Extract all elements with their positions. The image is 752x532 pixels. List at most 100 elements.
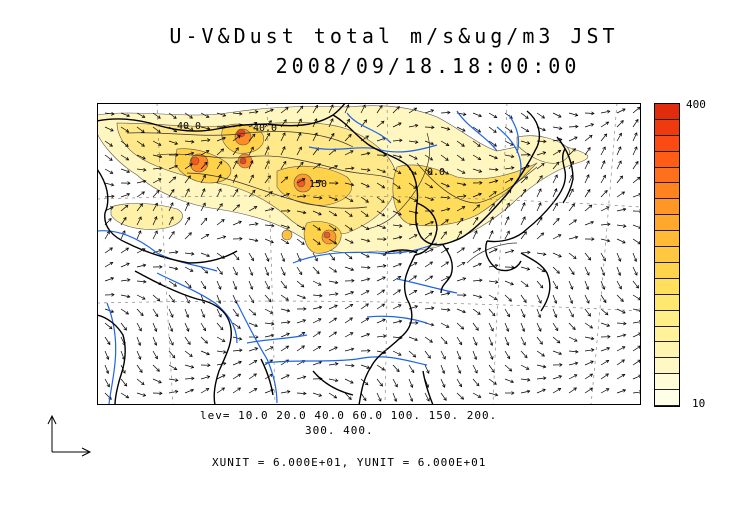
wind-arrow-head	[142, 156, 146, 160]
colorbar-segment	[655, 135, 679, 152]
wind-arrow-head	[110, 277, 115, 281]
wind-arrow-head	[317, 282, 322, 286]
wind-arrow	[344, 317, 353, 324]
wind-arrow-head	[477, 394, 482, 398]
wind-arrow-head	[365, 135, 370, 139]
wind-arrow-head	[301, 332, 306, 336]
wind-arrow	[312, 180, 322, 184]
wind-arrow-head	[298, 146, 302, 151]
wind-arrow-head	[458, 230, 462, 235]
wind-arrow-head	[365, 303, 369, 307]
wind-arrow	[568, 294, 573, 304]
wind-arrow	[584, 160, 590, 170]
wind-arrow	[456, 140, 465, 147]
wind-arrow	[264, 280, 270, 290]
wind-arrow	[152, 230, 158, 240]
wind-arrow	[632, 359, 641, 366]
wind-arrow	[504, 308, 510, 317]
colorbar	[654, 103, 680, 407]
wind-arrow-head	[335, 181, 339, 185]
wind-arrow	[472, 204, 480, 212]
wind-arrow	[456, 247, 465, 254]
wind-arrow-head	[217, 300, 222, 305]
colorbar-segment	[655, 374, 679, 391]
wind-arrow	[312, 132, 318, 142]
wind-arrow	[312, 224, 321, 231]
wind-arrow-head	[334, 346, 338, 350]
wind-arrow	[632, 161, 639, 170]
wind-arrow	[200, 322, 206, 331]
wind-arrow	[264, 346, 274, 352]
wind-arrow	[584, 266, 590, 276]
wind-arrow-head	[382, 264, 387, 268]
wind-arrow-head	[204, 340, 208, 344]
wind-arrow	[440, 140, 449, 146]
wind-arrow-head	[575, 124, 579, 129]
wind-arrow	[568, 322, 576, 330]
wind-arrow-head	[365, 290, 370, 294]
wind-arrow	[488, 322, 494, 332]
wind-arrow-head	[173, 366, 178, 370]
wind-arrow	[232, 221, 242, 226]
wind-arrow-head	[154, 202, 158, 207]
colorbar-segment	[655, 183, 679, 200]
wind-arrow-head	[331, 257, 335, 261]
wind-arrow	[200, 162, 208, 170]
wind-arrow	[360, 364, 370, 369]
wind-arrow	[584, 373, 593, 380]
wind-arrow-head	[153, 342, 158, 346]
wind-arrow-head	[463, 194, 467, 198]
wind-arrow-head	[158, 249, 163, 253]
wind-arrow	[296, 392, 307, 394]
wind-arrow	[552, 280, 558, 289]
contour-label: 0.0	[427, 167, 445, 178]
wind-arrow-head	[537, 314, 542, 319]
wind-arrow-head	[476, 204, 481, 208]
wind-arrow	[392, 224, 402, 227]
wind-arrow-head	[299, 105, 304, 110]
colorbar-segment	[655, 119, 679, 136]
wind-arrow	[264, 109, 274, 114]
wind-arrow	[456, 350, 461, 360]
wind-arrow	[600, 175, 606, 184]
wind-arrow-head	[237, 387, 242, 391]
wind-arrow-head	[607, 334, 611, 339]
wind-arrow-head	[109, 143, 113, 147]
wind-arrow-head	[266, 258, 270, 262]
wind-arrow-head	[205, 114, 210, 118]
wind-arrow	[120, 279, 130, 282]
wind-arrow	[216, 308, 222, 318]
wind-arrow	[600, 322, 610, 327]
wind-arrow	[632, 106, 641, 114]
wind-arrow	[232, 308, 239, 317]
wind-arrow	[456, 364, 461, 374]
wind-arrow-head	[396, 106, 400, 110]
wind-arrow	[520, 308, 526, 318]
wind-arrow-head	[173, 283, 177, 287]
wind-arrow	[248, 111, 258, 114]
wind-arrow-head	[268, 298, 272, 303]
wind-arrow-head	[138, 327, 142, 332]
wind-arrow	[584, 322, 593, 329]
wind-arrow-head	[603, 299, 607, 304]
wind-arrow-head	[284, 176, 289, 180]
wind-arrow	[184, 202, 190, 212]
wind-arrow	[488, 168, 499, 171]
wind-arrow	[184, 175, 191, 184]
wind-arrow	[216, 374, 226, 380]
wind-arrow	[536, 336, 543, 345]
wind-arrow	[392, 304, 402, 310]
wind-arrow-head	[397, 275, 402, 280]
wind-arrow-head	[430, 220, 435, 225]
wind-arrow-head	[621, 191, 626, 195]
wind-arrow	[184, 322, 190, 332]
wind-arrow-head	[413, 107, 418, 111]
wind-arrow-head	[282, 272, 286, 276]
wind-arrow-head	[143, 168, 147, 172]
wind-arrow-head	[526, 267, 531, 271]
wind-arrow-head	[158, 154, 163, 159]
wind-arrow-head	[541, 115, 546, 119]
wind-arrow	[376, 350, 386, 354]
wind-arrow	[344, 224, 353, 231]
contour-value-labels: 40.0 40.0 150 0.0	[177, 121, 445, 190]
